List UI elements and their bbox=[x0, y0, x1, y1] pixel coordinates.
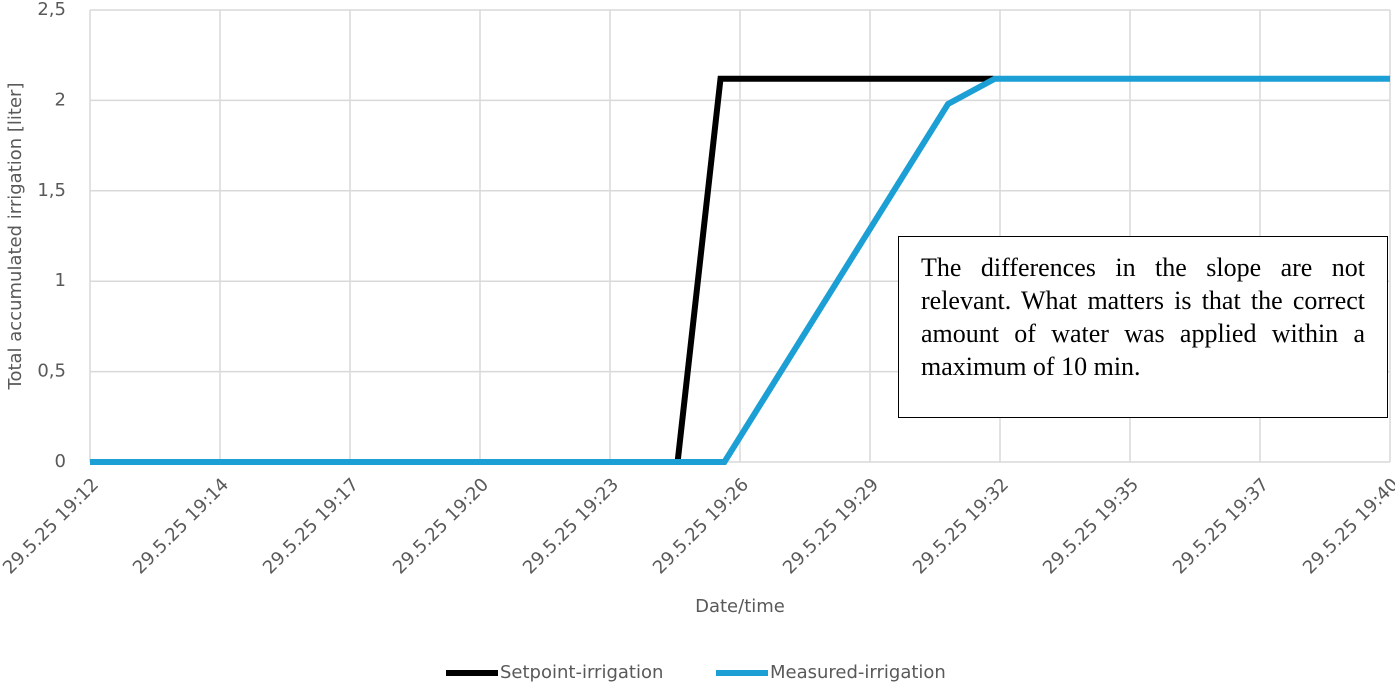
y-tick-label: 2 bbox=[55, 89, 66, 110]
x-tick-label: 29.5.25 19:40 bbox=[1299, 474, 1395, 578]
y-tick-label: 2,5 bbox=[37, 0, 66, 20]
x-tick-label: 29.5.25 19:32 bbox=[909, 474, 1013, 578]
x-tick-label: 29.5.25 19:20 bbox=[389, 474, 493, 578]
y-tick-label: 1,5 bbox=[37, 180, 66, 201]
y-axis-label: Total accumulated irrigation [liter] bbox=[5, 83, 26, 391]
line-series bbox=[90, 75, 994, 465]
x-tick-label: 29.5.25 19:14 bbox=[129, 474, 233, 578]
x-tick-label: 29.5.25 19:17 bbox=[259, 474, 363, 578]
x-tick-label: 29.5.25 19:37 bbox=[1169, 474, 1273, 578]
annotation: The differences in the slope are not rel… bbox=[898, 236, 1388, 418]
x-axis-label: Date/time bbox=[695, 596, 785, 617]
x-tick-label: 29.5.25 19:26 bbox=[649, 474, 753, 578]
x-tick-label: 29.5.25 19:35 bbox=[1039, 474, 1143, 578]
legend-label: Setpoint-irrigation bbox=[500, 662, 663, 683]
x-tick-label: 29.5.25 19:12 bbox=[0, 474, 103, 578]
y-tick-label: 1 bbox=[55, 270, 66, 291]
y-tick-label: 0 bbox=[55, 451, 66, 472]
y-tick-label: 0,5 bbox=[37, 361, 66, 382]
line-series bbox=[90, 75, 1390, 465]
x-tick-label: 29.5.25 19:23 bbox=[519, 474, 623, 578]
legend-label: Measured-irrigation bbox=[770, 662, 946, 683]
x-tick-label: 29.5.25 19:29 bbox=[779, 474, 883, 578]
